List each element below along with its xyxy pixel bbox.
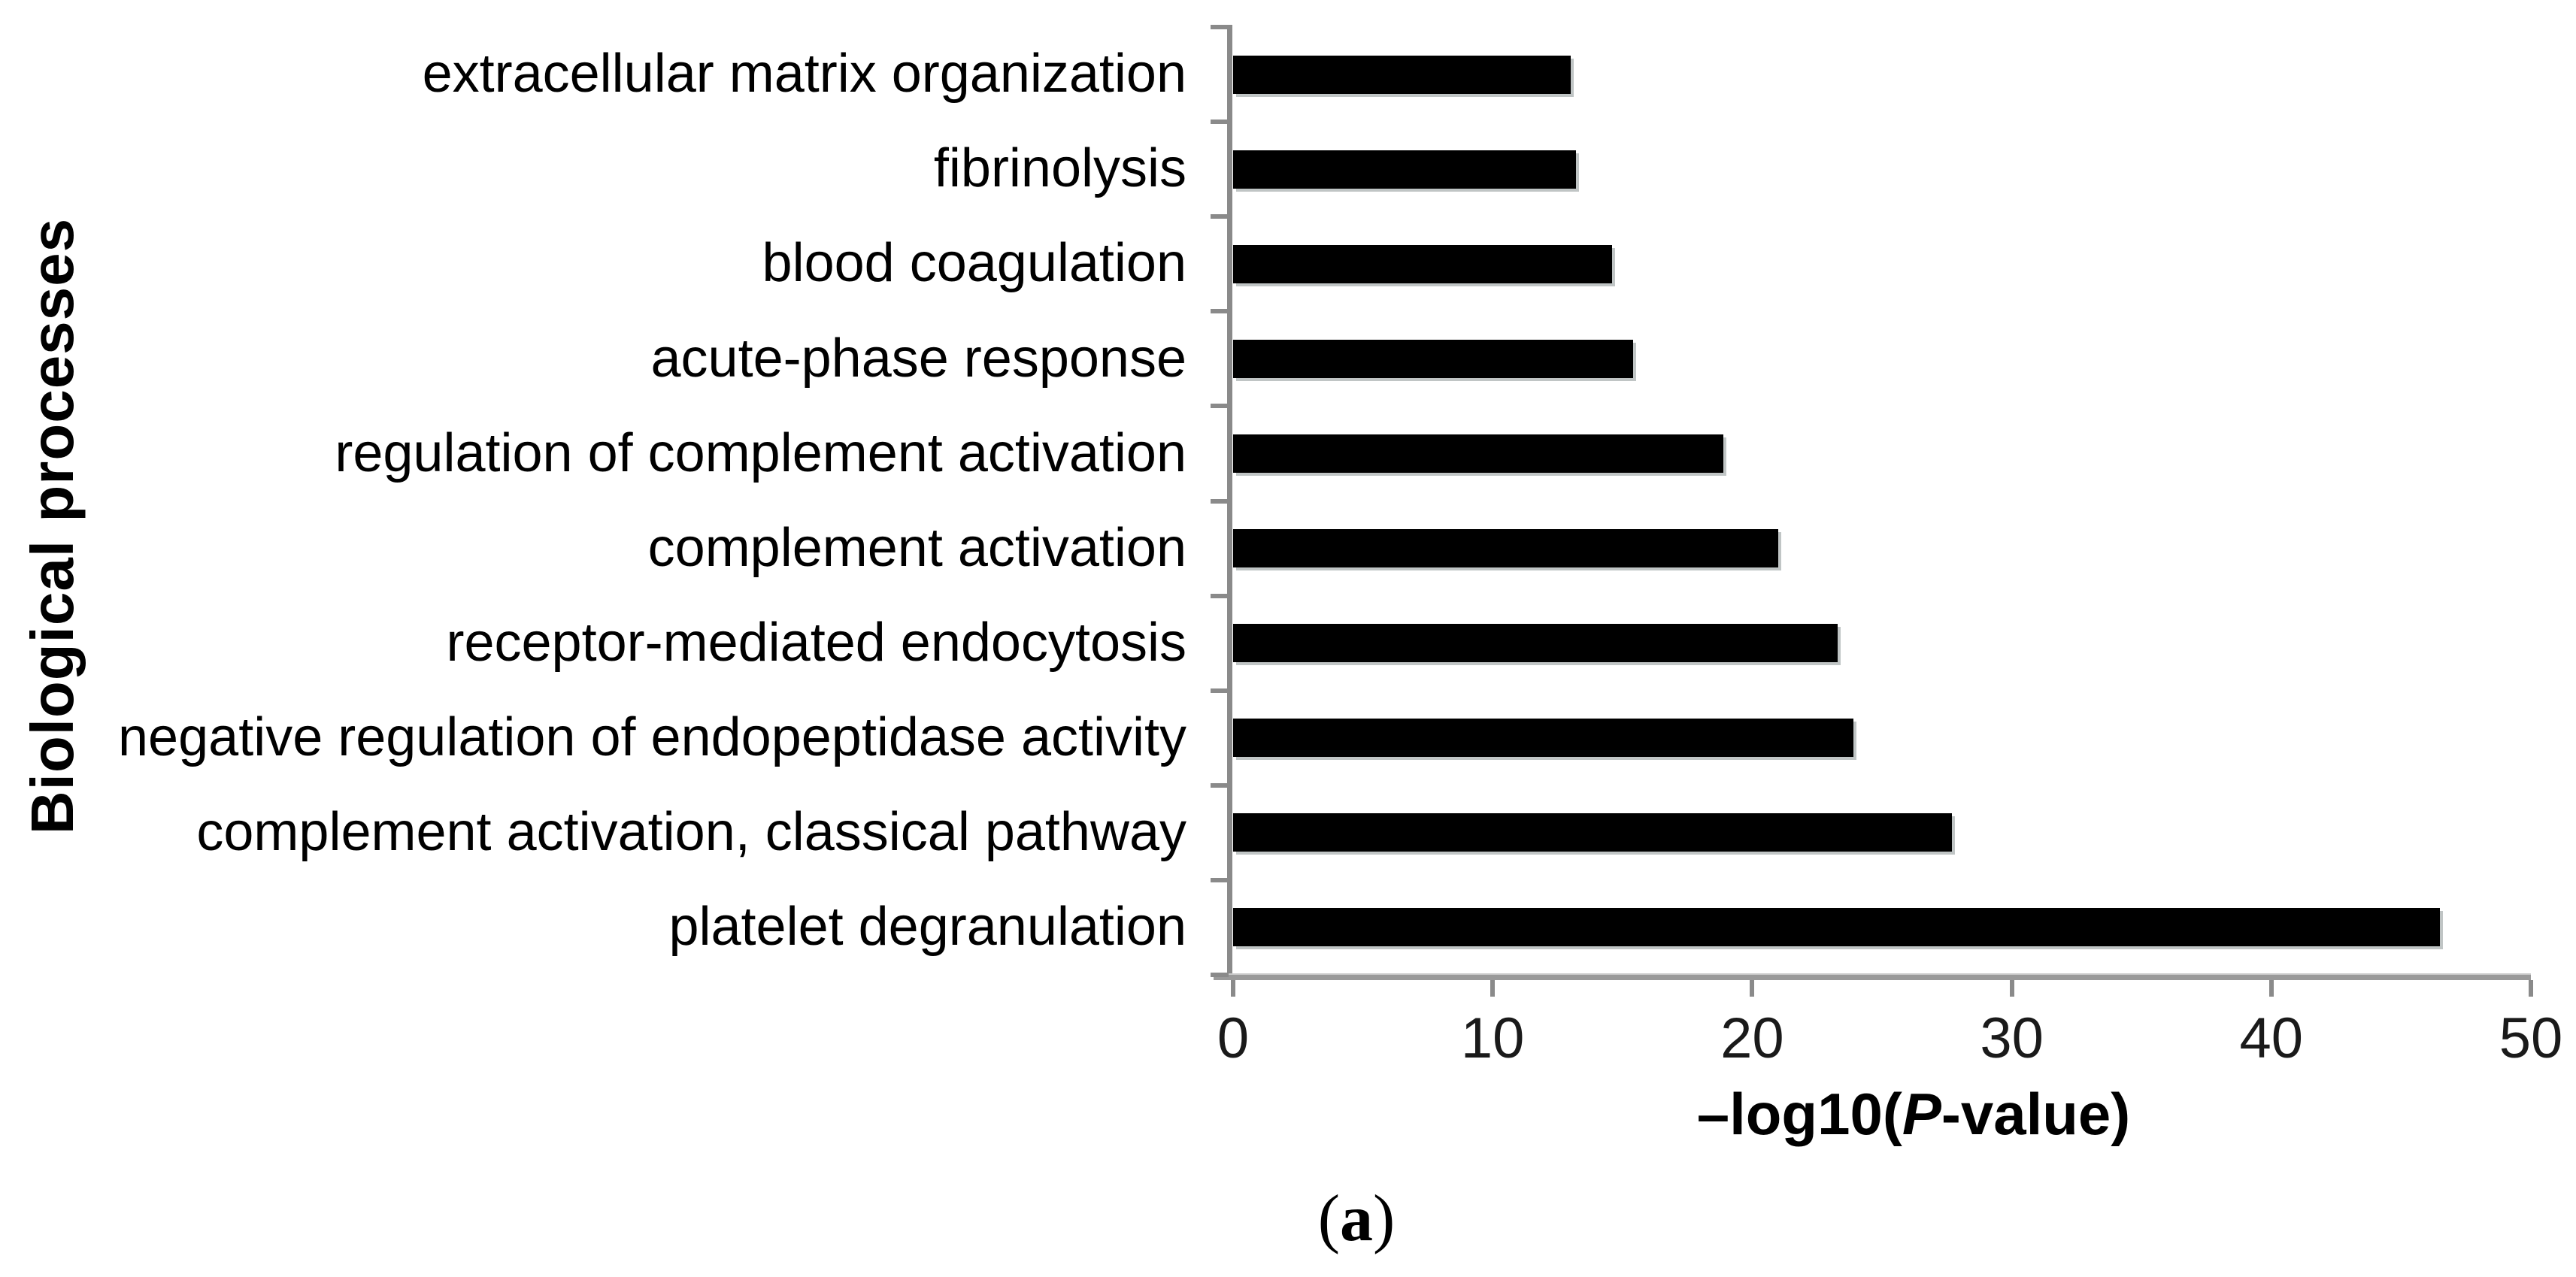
x-tick-label: 40 (2239, 1006, 2304, 1070)
x-axis-tick (1750, 980, 1755, 997)
category-label-text: acute-phase response (650, 328, 1186, 389)
category-label: complement activation, classical pathway (0, 785, 1186, 880)
bar (1233, 339, 1633, 378)
bar-row (1233, 501, 2531, 596)
category-label-text: complement activation, classical pathway (196, 802, 1186, 863)
y-axis-tick (1211, 214, 1229, 219)
category-label-text: extracellular matrix organization (422, 44, 1186, 104)
category-label: blood coagulation (0, 216, 1186, 311)
bar (1233, 150, 1576, 189)
x-axis-tick (2529, 980, 2533, 997)
bar-row (1233, 691, 2531, 785)
category-label-text: regulation of complement activation (335, 422, 1186, 483)
y-axis-tick (1211, 120, 1229, 125)
x-axis-tick (1490, 980, 1496, 997)
caption-letter: a (1340, 1182, 1373, 1255)
bar (1233, 719, 1854, 758)
bar-row (1233, 406, 2531, 501)
x-axis-tick (2009, 980, 2014, 997)
category-label: acute-phase response (0, 311, 1186, 406)
bar-row (1233, 27, 2531, 122)
category-label: complement activation (0, 501, 1186, 596)
y-axis-tick (1211, 25, 1229, 29)
x-tick-label: 20 (1720, 1006, 1784, 1070)
y-axis-tick (1211, 404, 1229, 409)
category-label: fibrinolysis (0, 122, 1186, 216)
x-axis-title-suffix: -value) (1941, 1081, 2131, 1147)
bar-row (1233, 880, 2531, 975)
x-axis-tick (2268, 980, 2274, 997)
category-label-text: platelet degranulation (668, 897, 1186, 958)
plot-area (1211, 25, 2533, 997)
bar (1233, 529, 1778, 568)
category-label: negative regulation of endopeptidase act… (0, 691, 1186, 785)
category-label: platelet degranulation (0, 880, 1186, 975)
bar (1233, 908, 2441, 947)
x-axis-tick (1231, 980, 1235, 997)
category-label-text: complement activation (647, 517, 1186, 578)
bar-row (1233, 122, 2531, 216)
category-label: regulation of complement activation (0, 406, 1186, 501)
x-tick-label: 10 (1460, 1006, 1525, 1070)
x-axis-line (1214, 975, 2531, 980)
bar-row (1233, 596, 2531, 691)
category-label: receptor-mediated endocytosis (0, 596, 1186, 691)
category-label-text: receptor-mediated endocytosis (446, 612, 1186, 673)
x-axis-title-prefix: –log10( (1696, 1081, 1902, 1147)
bar-row (1233, 311, 2531, 406)
x-tick-label: 0 (1217, 1006, 1250, 1070)
y-axis-tick (1211, 782, 1229, 788)
y-axis-tick (1211, 498, 1229, 504)
x-tick-label: 30 (1980, 1006, 2044, 1070)
bar (1233, 434, 1724, 473)
bar (1233, 624, 1838, 663)
caption-open-paren: ( (1317, 1182, 1340, 1255)
x-tick-label: 50 (2499, 1006, 2563, 1070)
bar-row (1233, 785, 2531, 880)
category-label-text: negative regulation of endopeptidase act… (118, 707, 1186, 767)
bar (1233, 55, 1571, 94)
caption-close-paren: ) (1373, 1182, 1396, 1255)
y-axis-tick (1211, 593, 1229, 598)
category-label: extracellular matrix organization (0, 27, 1186, 122)
x-axis-title-pvalue-italic: P (1902, 1081, 1941, 1147)
y-axis-tick (1211, 973, 1229, 977)
bar (1233, 813, 1953, 852)
x-axis-title: –log10(P-value) (1233, 1081, 2531, 1148)
y-axis-tick (1211, 309, 1229, 314)
bar-row (1233, 216, 2531, 311)
category-label-text: fibrinolysis (933, 138, 1186, 199)
bar (1233, 244, 1612, 283)
subfigure-caption: (a) (1206, 1182, 1507, 1256)
category-label-text: blood coagulation (762, 233, 1186, 294)
category-labels: extracellular matrix organization fibrino… (0, 27, 1186, 975)
y-axis-line (1227, 25, 1232, 978)
y-axis-tick (1211, 877, 1229, 882)
y-axis-tick (1211, 688, 1229, 693)
